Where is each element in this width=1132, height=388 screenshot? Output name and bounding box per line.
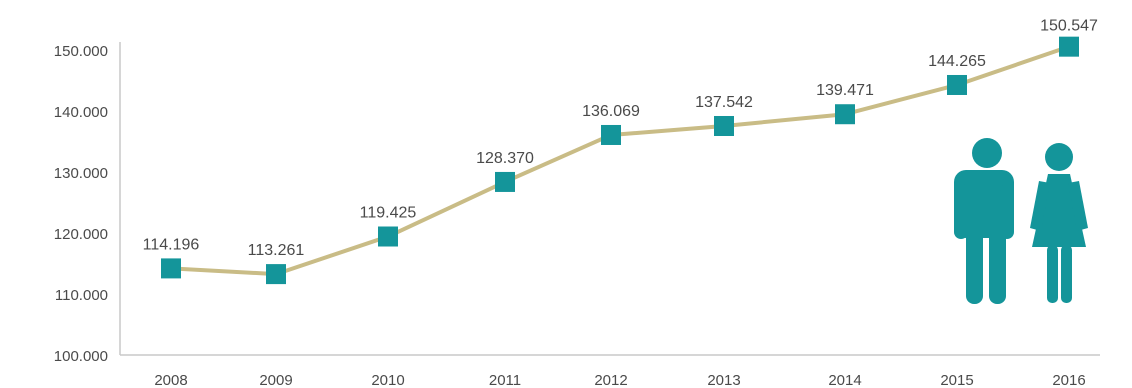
data-markers xyxy=(161,36,1079,285)
x-tick-label: 2008 xyxy=(154,372,187,388)
data-point-marker xyxy=(495,171,515,192)
y-tick-label: 110.000 xyxy=(55,287,108,304)
x-tick-label: 2015 xyxy=(940,372,973,388)
data-point-marker xyxy=(161,258,181,279)
female-person-icon xyxy=(1030,143,1088,303)
x-tick-label: 2014 xyxy=(828,372,861,388)
x-tick-label: 2009 xyxy=(259,372,292,388)
data-point-marker xyxy=(835,104,855,125)
x-tick-label: 2012 xyxy=(594,372,627,388)
data-label: 114.196 xyxy=(143,236,200,253)
x-tick-label: 2013 xyxy=(707,372,740,388)
data-label: 137.542 xyxy=(695,94,753,111)
y-tick-label: 130.000 xyxy=(54,165,108,182)
data-label: 119.425 xyxy=(360,205,417,222)
series-line xyxy=(169,44,1071,277)
data-label: 144.265 xyxy=(928,53,986,70)
y-tick-label: 120.000 xyxy=(54,226,108,243)
series-line-group xyxy=(169,44,1071,277)
y-tick-label: 140.000 xyxy=(54,104,108,121)
x-tick-label: 2010 xyxy=(371,372,404,388)
data-point-marker xyxy=(266,264,286,285)
data-point-marker xyxy=(601,124,621,145)
data-label: 150.547 xyxy=(1040,18,1098,35)
data-label: 139.471 xyxy=(816,82,874,99)
data-point-marker xyxy=(714,115,734,136)
x-tick-label: 2011 xyxy=(489,372,521,388)
x-tick-label: 2016 xyxy=(1052,372,1085,388)
data-labels: 114.196 113.261 119.425 128.370 136.069 137.5… xyxy=(143,18,1098,259)
y-tick-label: 100.000 xyxy=(54,348,108,365)
data-point-marker xyxy=(1059,36,1079,57)
male-person-icon xyxy=(954,138,1014,304)
data-label: 128.370 xyxy=(476,150,534,167)
data-point-marker xyxy=(947,74,967,95)
data-label: 113.261 xyxy=(248,242,305,259)
data-label: 136.069 xyxy=(582,103,640,120)
y-tick-label: 150.000 xyxy=(54,43,108,60)
people-icon-group xyxy=(954,138,1088,304)
y-axis-tick-labels: 100.000 110.000 120.000 130.000 140.000 150.0… xyxy=(54,43,108,365)
x-axis-tick-labels: 2008 2009 2010 2011 2012 2013 2014 2015 2016 xyxy=(154,372,1085,388)
axes xyxy=(119,42,1100,356)
data-point-marker xyxy=(378,226,398,247)
